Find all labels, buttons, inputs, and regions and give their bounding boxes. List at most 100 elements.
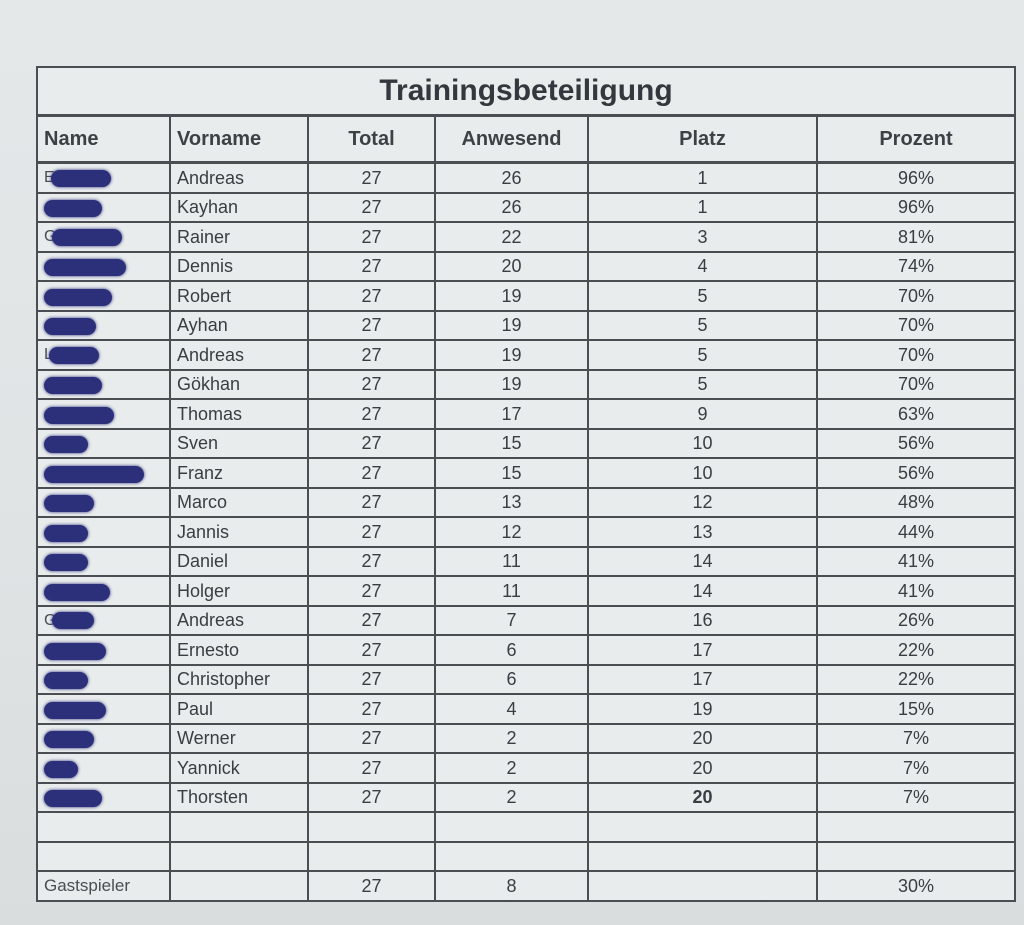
redacted-surname-cell: E (36, 161, 171, 194)
cell-total: 27 (307, 250, 436, 282)
empty-cell (36, 811, 171, 843)
cell-platz: 5 (587, 339, 818, 371)
cell-total: 27 (307, 575, 436, 607)
table-row: Ernesto 27 6 17 22% (36, 634, 1017, 666)
cell-platz: 14 (587, 545, 818, 577)
cell-vorname: Andreas (169, 161, 309, 194)
cell-anwesend: 2 (434, 752, 589, 784)
table-row: Robert 27 19 5 70% (36, 280, 1017, 312)
cell-total: 27 (307, 427, 436, 459)
cell-platz: 17 (587, 634, 818, 666)
cell-anwesend: 2 (434, 781, 589, 813)
redacted-surname-cell: G (36, 604, 171, 636)
cell-platz: 20 (587, 722, 818, 754)
cell-anwesend: 11 (434, 575, 589, 607)
surname-initial: L (44, 346, 53, 363)
redacted-surname-cell (36, 693, 171, 725)
cell-prozent: 22% (815, 634, 1017, 666)
table-row: Dennis 27 20 4 74% (36, 250, 1017, 282)
cell-prozent: 7% (815, 752, 1017, 784)
empty-cell (307, 811, 436, 843)
cell-total: 27 (307, 191, 436, 223)
cell-prozent: 22% (815, 663, 1017, 695)
cell-prozent: 96% (815, 191, 1017, 223)
cell-vorname: Jannis (169, 516, 309, 548)
empty-cell (587, 811, 818, 843)
cell-platz: 10 (587, 427, 818, 459)
cell-anwesend: 19 (434, 339, 589, 371)
guest-total: 27 (307, 870, 436, 902)
redaction-mark (44, 200, 102, 217)
cell-prozent: 74% (815, 250, 1017, 282)
cell-prozent: 44% (815, 516, 1017, 548)
cell-vorname: Yannick (169, 752, 309, 784)
empty-cell (169, 811, 309, 843)
cell-anwesend: 17 (434, 398, 589, 430)
column-header-name: Name (36, 114, 171, 164)
cell-vorname: Christopher (169, 663, 309, 695)
cell-vorname: Dennis (169, 250, 309, 282)
cell-total: 27 (307, 161, 436, 194)
redacted-surname-cell (36, 398, 171, 430)
cell-total: 27 (307, 398, 436, 430)
redaction-mark (44, 672, 88, 689)
column-header-total: Total (307, 114, 436, 164)
cell-anwesend: 13 (434, 486, 589, 518)
redaction-mark (44, 760, 78, 778)
cell-prozent: 41% (815, 575, 1017, 607)
redaction-mark (44, 583, 110, 601)
redaction-mark (44, 524, 88, 542)
redaction-mark (44, 288, 112, 306)
cell-prozent: 70% (815, 339, 1017, 371)
cell-anwesend: 26 (434, 191, 589, 223)
cell-platz: 5 (587, 309, 818, 341)
table-row: Marco 27 13 12 48% (36, 486, 1017, 518)
attendance-sheet: Trainingsbeteiligung Name Vorname Total … (35, 66, 1017, 902)
cell-platz: 1 (587, 191, 818, 223)
table-row: Kayhan 27 26 1 96% (36, 191, 1017, 223)
cell-platz: 4 (587, 250, 818, 282)
table-row: Thorsten 27 2 20 7% (36, 781, 1017, 813)
cell-anwesend: 6 (434, 634, 589, 666)
cell-anwesend: 4 (434, 693, 589, 725)
cell-platz: 9 (587, 398, 818, 430)
cell-prozent: 81% (815, 221, 1017, 253)
table-row: Yannick 27 2 20 7% (36, 752, 1017, 784)
cell-total: 27 (307, 486, 436, 518)
cell-vorname: Andreas (169, 339, 309, 371)
redacted-surname-cell (36, 309, 171, 341)
cell-vorname: Robert (169, 280, 309, 312)
redacted-surname-cell (36, 280, 171, 312)
column-header-platz: Platz (587, 114, 818, 164)
cell-total: 27 (307, 634, 436, 666)
redacted-surname-cell (36, 486, 171, 518)
table-row: G Andreas 27 7 16 26% (36, 604, 1017, 636)
header-row: Name Vorname Total Anwesend Platz Prozen… (36, 114, 1017, 164)
cell-prozent: 56% (815, 457, 1017, 489)
cell-platz: 16 (587, 604, 818, 636)
redaction-mark (44, 436, 88, 453)
cell-platz: 14 (587, 575, 818, 607)
redaction-mark (44, 377, 102, 394)
surname-initial: E (44, 169, 55, 187)
redaction-mark (50, 169, 111, 187)
redaction-mark (44, 465, 144, 483)
redacted-surname-cell (36, 545, 171, 577)
redacted-surname-cell (36, 663, 171, 695)
redaction-mark (52, 228, 123, 246)
table-row: Daniel 27 11 14 41% (36, 545, 1017, 577)
cell-anwesend: 20 (434, 250, 589, 282)
cell-prozent: 7% (815, 781, 1017, 813)
cell-prozent: 70% (815, 309, 1017, 341)
cell-total: 27 (307, 339, 436, 371)
cell-platz: 19 (587, 693, 818, 725)
redacted-surname-cell (36, 457, 171, 489)
cell-anwesend: 22 (434, 221, 589, 253)
redacted-surname-cell (36, 634, 171, 666)
cell-total: 27 (307, 604, 436, 636)
guest-platz (587, 870, 818, 902)
cell-platz: 12 (587, 486, 818, 518)
redaction-mark (44, 731, 94, 748)
cell-total: 27 (307, 663, 436, 695)
cell-vorname: Daniel (169, 545, 309, 577)
